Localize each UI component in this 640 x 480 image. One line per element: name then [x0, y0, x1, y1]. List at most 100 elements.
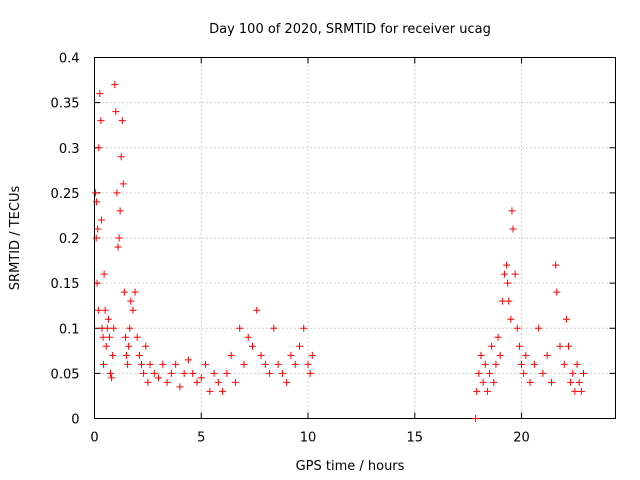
data-point	[99, 333, 107, 341]
data-point	[291, 360, 299, 368]
data-point	[93, 198, 101, 206]
data-point	[547, 378, 555, 386]
data-point	[577, 387, 585, 395]
data-point	[515, 342, 523, 350]
data-point	[189, 369, 197, 377]
data-point	[505, 297, 513, 305]
data-point	[110, 324, 118, 332]
data-point	[197, 374, 205, 382]
data-point	[231, 378, 239, 386]
y-axis-title: SRMTID / TECUs	[8, 186, 23, 291]
data-point	[101, 306, 109, 314]
y-tick-label: 0.35	[51, 97, 80, 112]
data-point	[508, 207, 516, 215]
y-tick-label: 0.4	[59, 52, 80, 67]
data-point	[112, 108, 120, 116]
data-point	[210, 369, 218, 377]
data-point	[107, 369, 115, 377]
data-point	[522, 351, 530, 359]
data-point	[504, 279, 512, 287]
data-point	[308, 351, 316, 359]
data-point	[481, 360, 489, 368]
data-point	[105, 333, 113, 341]
data-point	[530, 360, 538, 368]
data-point	[520, 369, 528, 377]
data-point	[500, 270, 508, 278]
data-point	[126, 324, 134, 332]
data-point	[518, 360, 526, 368]
data-point	[93, 279, 101, 287]
data-point	[103, 324, 111, 332]
data-point	[539, 369, 547, 377]
data-point	[96, 90, 104, 98]
y-tick-label: 0.2	[59, 232, 80, 247]
data-point	[274, 360, 282, 368]
data-point	[155, 374, 163, 382]
data-point	[111, 81, 119, 89]
data-point	[498, 297, 506, 305]
chart-title: Day 100 of 2020, SRMTID for receiver uca…	[209, 22, 491, 37]
data-point	[137, 360, 145, 368]
data-point	[283, 378, 291, 386]
data-point	[543, 351, 551, 359]
x-tick-labels: 0 5 10 15 20	[90, 431, 529, 446]
y-tick-label: 0.05	[51, 367, 80, 382]
data-point	[206, 387, 214, 395]
y-tick-label: 0.1	[59, 322, 80, 337]
data-point	[526, 378, 534, 386]
data-point	[257, 351, 265, 359]
y-tick-label: 0.25	[51, 187, 80, 202]
data-point	[496, 351, 504, 359]
data-point	[571, 387, 579, 395]
data-point	[131, 288, 139, 296]
data-point	[119, 180, 127, 188]
data-point	[511, 270, 519, 278]
data-point	[127, 297, 135, 305]
data-point	[219, 387, 227, 395]
data-point	[167, 369, 175, 377]
y-tick-label: 0.15	[51, 277, 80, 292]
data-point	[150, 369, 158, 377]
data-point	[266, 369, 274, 377]
data-point	[278, 369, 286, 377]
x-tick-label: 10	[300, 431, 317, 446]
data-point	[159, 360, 167, 368]
data-point	[121, 333, 129, 341]
data-point	[124, 360, 132, 368]
data-point	[125, 342, 133, 350]
data-point	[575, 378, 583, 386]
data-point	[184, 356, 192, 364]
data-point	[202, 360, 210, 368]
data-point	[97, 117, 105, 125]
data-point	[513, 324, 521, 332]
data-point	[92, 189, 100, 197]
data-point	[475, 369, 483, 377]
data-point	[116, 207, 124, 215]
data-point	[100, 270, 108, 278]
data-point	[144, 378, 152, 386]
data-point	[95, 144, 103, 152]
x-axis-title: GPS time / hours	[296, 459, 405, 474]
data-point	[120, 288, 128, 296]
data-point	[473, 387, 481, 395]
data-point	[104, 315, 112, 323]
y-tick-label: 0.3	[59, 142, 80, 157]
data-point	[113, 189, 121, 197]
data-point	[146, 360, 154, 368]
data-point	[109, 351, 117, 359]
data-point	[94, 306, 102, 314]
data-point	[552, 261, 560, 269]
data-point	[479, 378, 487, 386]
data-point	[556, 342, 564, 350]
data-point	[477, 351, 485, 359]
x-tick-label: 15	[407, 431, 424, 446]
data-point	[214, 378, 222, 386]
data-point	[492, 360, 500, 368]
data-point	[306, 369, 314, 377]
data-point	[494, 333, 502, 341]
data-point	[118, 117, 126, 125]
data-point	[300, 324, 308, 332]
data-point	[180, 369, 188, 377]
data-point	[483, 387, 491, 395]
